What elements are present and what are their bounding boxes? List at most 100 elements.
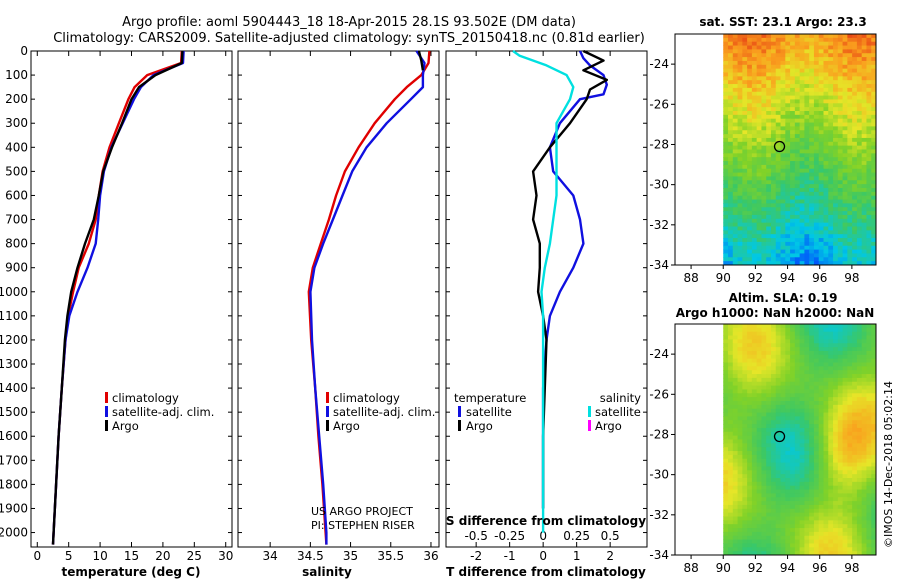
map-cell [818,191,824,197]
map-cell [813,188,820,193]
map-cell [842,420,848,425]
map-cell [761,435,767,440]
map-cell [723,188,729,193]
map-cell [842,324,848,329]
map-cell [723,439,729,444]
x-tick-label: 15 [124,549,139,563]
map-cell [742,99,748,104]
map-cell [766,80,772,85]
map-cell [856,103,863,108]
map-cell [828,137,834,143]
map-cell [794,435,801,440]
map-cell [747,377,753,383]
map-cell [756,343,762,348]
map-cell [861,401,867,406]
map-cell [732,261,739,266]
map-cell [794,207,801,212]
map-cell [804,389,810,394]
map-cell [847,370,853,375]
map-cell [799,130,805,135]
map-cell [799,195,805,201]
map-cell [856,493,863,498]
map-cell [809,176,815,181]
map-cell [761,343,767,348]
map-cell [737,354,743,360]
map-cell [852,45,858,50]
map-cell [823,207,829,212]
map-cell [799,489,805,494]
map-cell [842,427,848,433]
map-cell [852,354,858,360]
map-cell [790,374,796,379]
map-cell [842,126,848,131]
map-cell [761,504,767,510]
map-cell [790,350,796,356]
map-cell [847,249,853,254]
map-cell [856,439,863,444]
map-cell [723,49,729,54]
map-cell [756,470,762,475]
map-cell [799,211,805,216]
map-cell [833,91,839,97]
map-cell [861,134,867,139]
map-cell [866,184,872,189]
depth-axis-ticks: 0100200300400500600700800900100011001200… [0,44,232,540]
map-cell [828,512,834,517]
map-cell [837,145,844,150]
map-cell [770,339,777,344]
map-cell [818,493,824,498]
map-cell [794,45,801,50]
map-cell [842,176,848,181]
map-cell [828,474,834,479]
map-cell [871,188,877,193]
map-cell [747,404,753,410]
map-cell [837,57,844,62]
map-cell [751,145,758,150]
map-cell [813,458,820,464]
map-cell [833,153,839,158]
map-cell [780,114,786,120]
map-cell [852,362,858,367]
map-cell [813,504,820,510]
map-cell [852,207,858,212]
map-cell [747,458,753,464]
map-cell [842,412,848,417]
sst-map-lat-ticks: -24-26-28-30-32-34 [649,57,675,272]
map-cell [809,512,815,517]
map-cell [861,95,867,100]
map-cell [833,420,839,425]
map-cell [804,343,810,348]
map-cell [823,547,829,552]
map-cell [761,462,767,467]
map-cell [818,358,824,363]
map-cell [785,211,791,216]
lon-tick-label: 90 [716,561,731,575]
map-cell [790,516,796,521]
map-cell [732,451,739,456]
map-cell [790,149,796,154]
map-cell [751,99,758,104]
map-cell [775,435,782,440]
map-cell [866,107,872,112]
map-cell [818,531,824,537]
map-cell [737,535,743,541]
map-cell [732,103,739,108]
map-cell [737,218,743,224]
map-cell [770,447,777,452]
map-cell [837,385,844,390]
map-cell [747,111,753,116]
map-cell [794,474,801,479]
map-cell [871,91,877,97]
map-cell [871,103,877,108]
map-cell [775,207,782,212]
map-cell [742,531,748,537]
map-cell [761,222,767,227]
map-cell [780,439,786,444]
map-cell [856,347,863,352]
legend-swatch-argo [105,420,108,431]
map-cell [823,458,829,464]
map-cell [785,84,791,89]
map-cell [770,195,777,201]
map-cell [723,343,729,348]
map-cell [813,118,820,124]
